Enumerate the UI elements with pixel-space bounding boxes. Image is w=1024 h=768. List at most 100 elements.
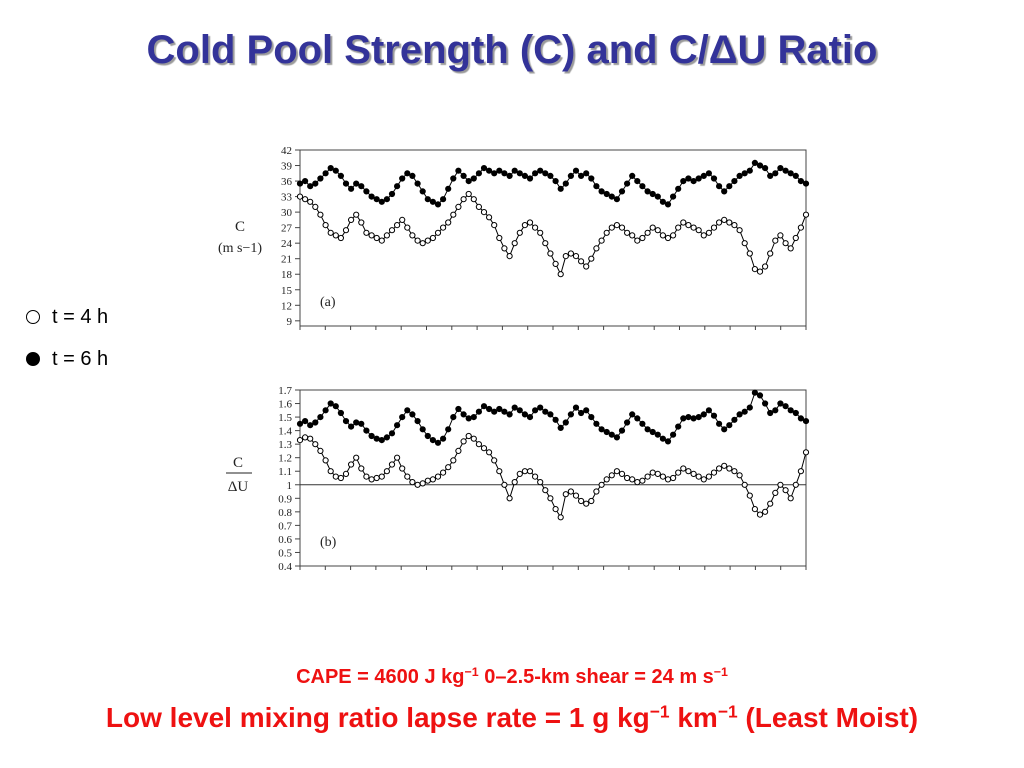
data-point-t6 [644, 188, 651, 195]
data-point-t4 [317, 447, 324, 455]
data-point-t4 [578, 258, 585, 265]
data-point-t6 [680, 415, 687, 422]
data-point-t6 [746, 167, 753, 174]
data-point-t6 [480, 165, 488, 172]
data-point-t6 [572, 167, 580, 174]
data-point-t6 [618, 427, 626, 434]
data-point-t6 [414, 418, 421, 425]
data-point-t6 [782, 403, 789, 410]
data-point-t6 [690, 415, 697, 422]
data-point-t4 [716, 465, 723, 472]
y-axis-label-denominator: ΔU [228, 479, 249, 495]
data-point-t6 [624, 180, 631, 187]
data-point-t4 [547, 250, 554, 257]
data-point-t6 [383, 196, 390, 203]
y-tick-label: 15 [281, 285, 293, 297]
data-point-t4 [465, 432, 472, 440]
data-point-t4 [327, 468, 334, 475]
data-point-t6 [659, 435, 666, 442]
data-point-t6 [644, 426, 651, 433]
data-point-t4 [317, 211, 324, 218]
data-point-t6 [547, 411, 554, 418]
data-point-t6 [388, 190, 396, 198]
data-point-t6 [772, 170, 779, 177]
data-point-t6 [716, 183, 723, 190]
data-point-t4 [358, 219, 365, 226]
data-point-t4 [802, 211, 810, 218]
data-point-t4 [572, 253, 580, 260]
data-point-t4 [337, 234, 344, 242]
data-point-t6 [455, 405, 462, 413]
data-point-t4 [440, 224, 447, 231]
data-point-t4 [726, 219, 733, 226]
data-point-t4 [741, 240, 748, 247]
data-point-t4 [756, 511, 764, 518]
data-point-t6 [358, 420, 365, 427]
data-point-t4 [710, 224, 718, 231]
data-point-t6 [302, 178, 309, 185]
km-text: km [669, 702, 718, 733]
data-point-t4 [460, 438, 467, 445]
data-point-t4 [460, 196, 467, 203]
data-point-t4 [332, 232, 339, 239]
data-point-t6 [332, 167, 339, 174]
data-point-t6 [296, 180, 304, 187]
data-point-t4 [419, 240, 426, 247]
y-tick-label: 1 [287, 480, 293, 492]
data-point-t6 [552, 178, 559, 185]
data-point-t4 [782, 240, 789, 247]
data-point-t4 [751, 506, 759, 513]
y-tick-label: 39 [281, 161, 293, 173]
data-point-t6 [583, 170, 590, 177]
data-point-t4 [475, 203, 482, 211]
y-tick-label: 1.4 [278, 426, 292, 438]
data-point-t4 [731, 222, 738, 229]
data-point-t4 [716, 219, 723, 226]
data-point-t6 [491, 408, 498, 415]
data-point-t4 [434, 473, 442, 480]
data-point-t6 [659, 198, 666, 205]
lapse-rate-text: Low level mixing ratio lapse rate = 1 g … [105, 702, 650, 733]
data-point-t4 [302, 434, 309, 441]
data-point-t6 [782, 167, 789, 174]
data-point-t4 [526, 219, 534, 226]
data-point-t6 [465, 415, 472, 422]
shear-text: 0–2.5-km shear = 24 m s [478, 666, 714, 688]
legend-label-t4: t = 4 h [52, 305, 109, 328]
data-point-t6 [521, 172, 528, 180]
data-point-t4 [537, 229, 544, 236]
data-point-t4 [700, 476, 707, 483]
data-point-t6 [639, 183, 646, 190]
data-point-t4 [322, 457, 329, 464]
data-point-t4 [670, 232, 677, 239]
data-point-t4 [685, 468, 692, 475]
data-point-t4 [705, 473, 712, 480]
data-point-t6 [296, 420, 304, 427]
data-point-t6 [506, 172, 513, 180]
cape-exponent: −1 [464, 665, 479, 680]
data-point-t6 [317, 414, 324, 421]
legend-item-t6: t = 6 h [26, 338, 108, 380]
data-point-t6 [562, 180, 569, 187]
slide-title: Cold Pool Strength (C) and C/ΔU Ratio [146, 28, 878, 72]
kg-exponent: −1 [649, 701, 670, 722]
data-point-t6 [317, 175, 324, 182]
data-point-t4 [353, 211, 360, 218]
data-point-t6 [736, 411, 743, 418]
data-point-t4 [624, 229, 631, 236]
data-point-t6 [767, 409, 774, 417]
data-point-t4 [797, 468, 805, 475]
data-point-t6 [526, 414, 534, 421]
data-point-t4 [731, 468, 738, 475]
data-point-t6 [460, 411, 467, 418]
data-point-t4 [608, 472, 615, 479]
data-point-t6 [450, 175, 457, 182]
data-point-t4 [516, 470, 523, 478]
data-point-t4 [521, 222, 528, 229]
legend-label-t6: t = 6 h [52, 347, 109, 370]
data-point-t6 [756, 392, 764, 399]
data-point-t4 [445, 464, 452, 471]
data-point-t4 [588, 497, 595, 505]
data-point-t6 [322, 407, 329, 414]
data-point-t4 [296, 437, 304, 444]
